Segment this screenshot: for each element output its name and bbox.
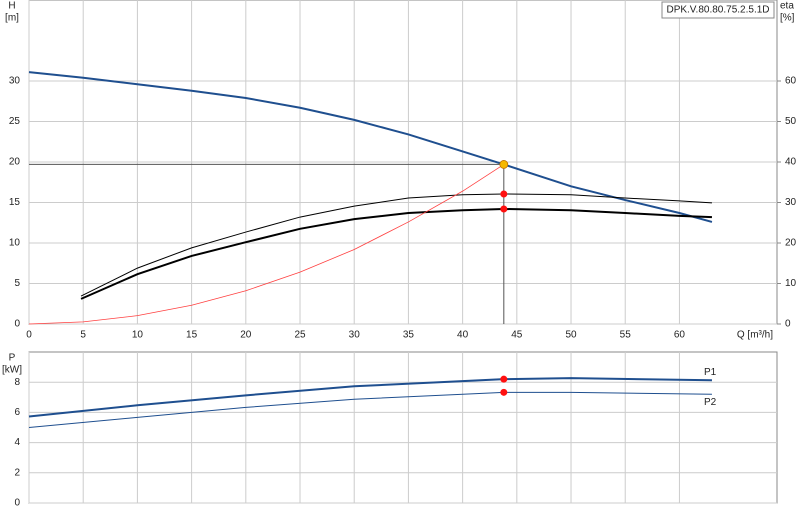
x-tick-label: 0 (26, 330, 32, 341)
y2-tick-label: 40 (785, 157, 797, 168)
curve (80, 207, 712, 300)
y-tick-label: 20 (9, 157, 21, 168)
x-tick-label: 55 (620, 330, 632, 341)
y2-tick-label: 20 (785, 238, 797, 249)
y-axis-label: H (8, 1, 15, 12)
x-tick-label: 5 (80, 330, 86, 341)
x-tick-label: 30 (349, 330, 361, 341)
y-tick-label: 8 (14, 377, 20, 388)
y2-tick-label: 10 (785, 278, 797, 289)
y-axis-unit: [m] (5, 13, 19, 24)
y-tick-label: 0 (14, 319, 20, 330)
x-axis-label: Q [m³/h] (737, 330, 773, 341)
curve (80, 193, 712, 297)
y2-axis-label: eta (780, 1, 794, 12)
x-tick-label: 25 (294, 330, 306, 341)
operating-point (499, 160, 509, 169)
curve (28, 391, 712, 428)
pump-label: DPK.V.80.80.75.2.5.1D (666, 5, 769, 16)
y-tick-label: 4 (14, 437, 20, 448)
y-tick-label: 5 (14, 278, 20, 289)
y2-tick-label: 50 (785, 116, 797, 127)
point (500, 205, 508, 213)
point (500, 375, 508, 383)
curve-label: P2 (704, 397, 717, 408)
x-tick-label: 15 (186, 330, 198, 341)
curve (28, 164, 505, 325)
curve-label: P1 (704, 367, 717, 378)
label-box (661, 1, 775, 19)
y2-tick-label: 0 (785, 319, 791, 330)
x-tick-label: 20 (240, 330, 252, 341)
y2-axis-unit: [%] (780, 13, 795, 24)
y-axis-unit: [kW] (2, 365, 22, 376)
y-tick-label: 0 (14, 498, 20, 509)
y-tick-label: 2 (14, 467, 20, 478)
plot-area (28, 351, 778, 504)
y-tick-label: 6 (14, 407, 20, 418)
x-tick-label: 60 (674, 330, 686, 341)
x-tick-label: 50 (565, 330, 577, 341)
point (500, 190, 508, 198)
x-tick-label: 40 (457, 330, 469, 341)
y-tick-label: 30 (9, 76, 21, 87)
point (500, 388, 508, 396)
x-tick-label: 10 (132, 330, 144, 341)
y-tick-label: 15 (9, 197, 21, 208)
curve (28, 377, 712, 418)
y2-tick-label: 60 (785, 76, 797, 87)
y-tick-label: 10 (9, 238, 21, 249)
y-axis-label: P (9, 353, 16, 364)
y2-tick-label: 30 (785, 197, 797, 208)
x-tick-label: 45 (511, 330, 523, 341)
y-tick-label: 25 (9, 116, 21, 127)
x-tick-label: 35 (403, 330, 415, 341)
